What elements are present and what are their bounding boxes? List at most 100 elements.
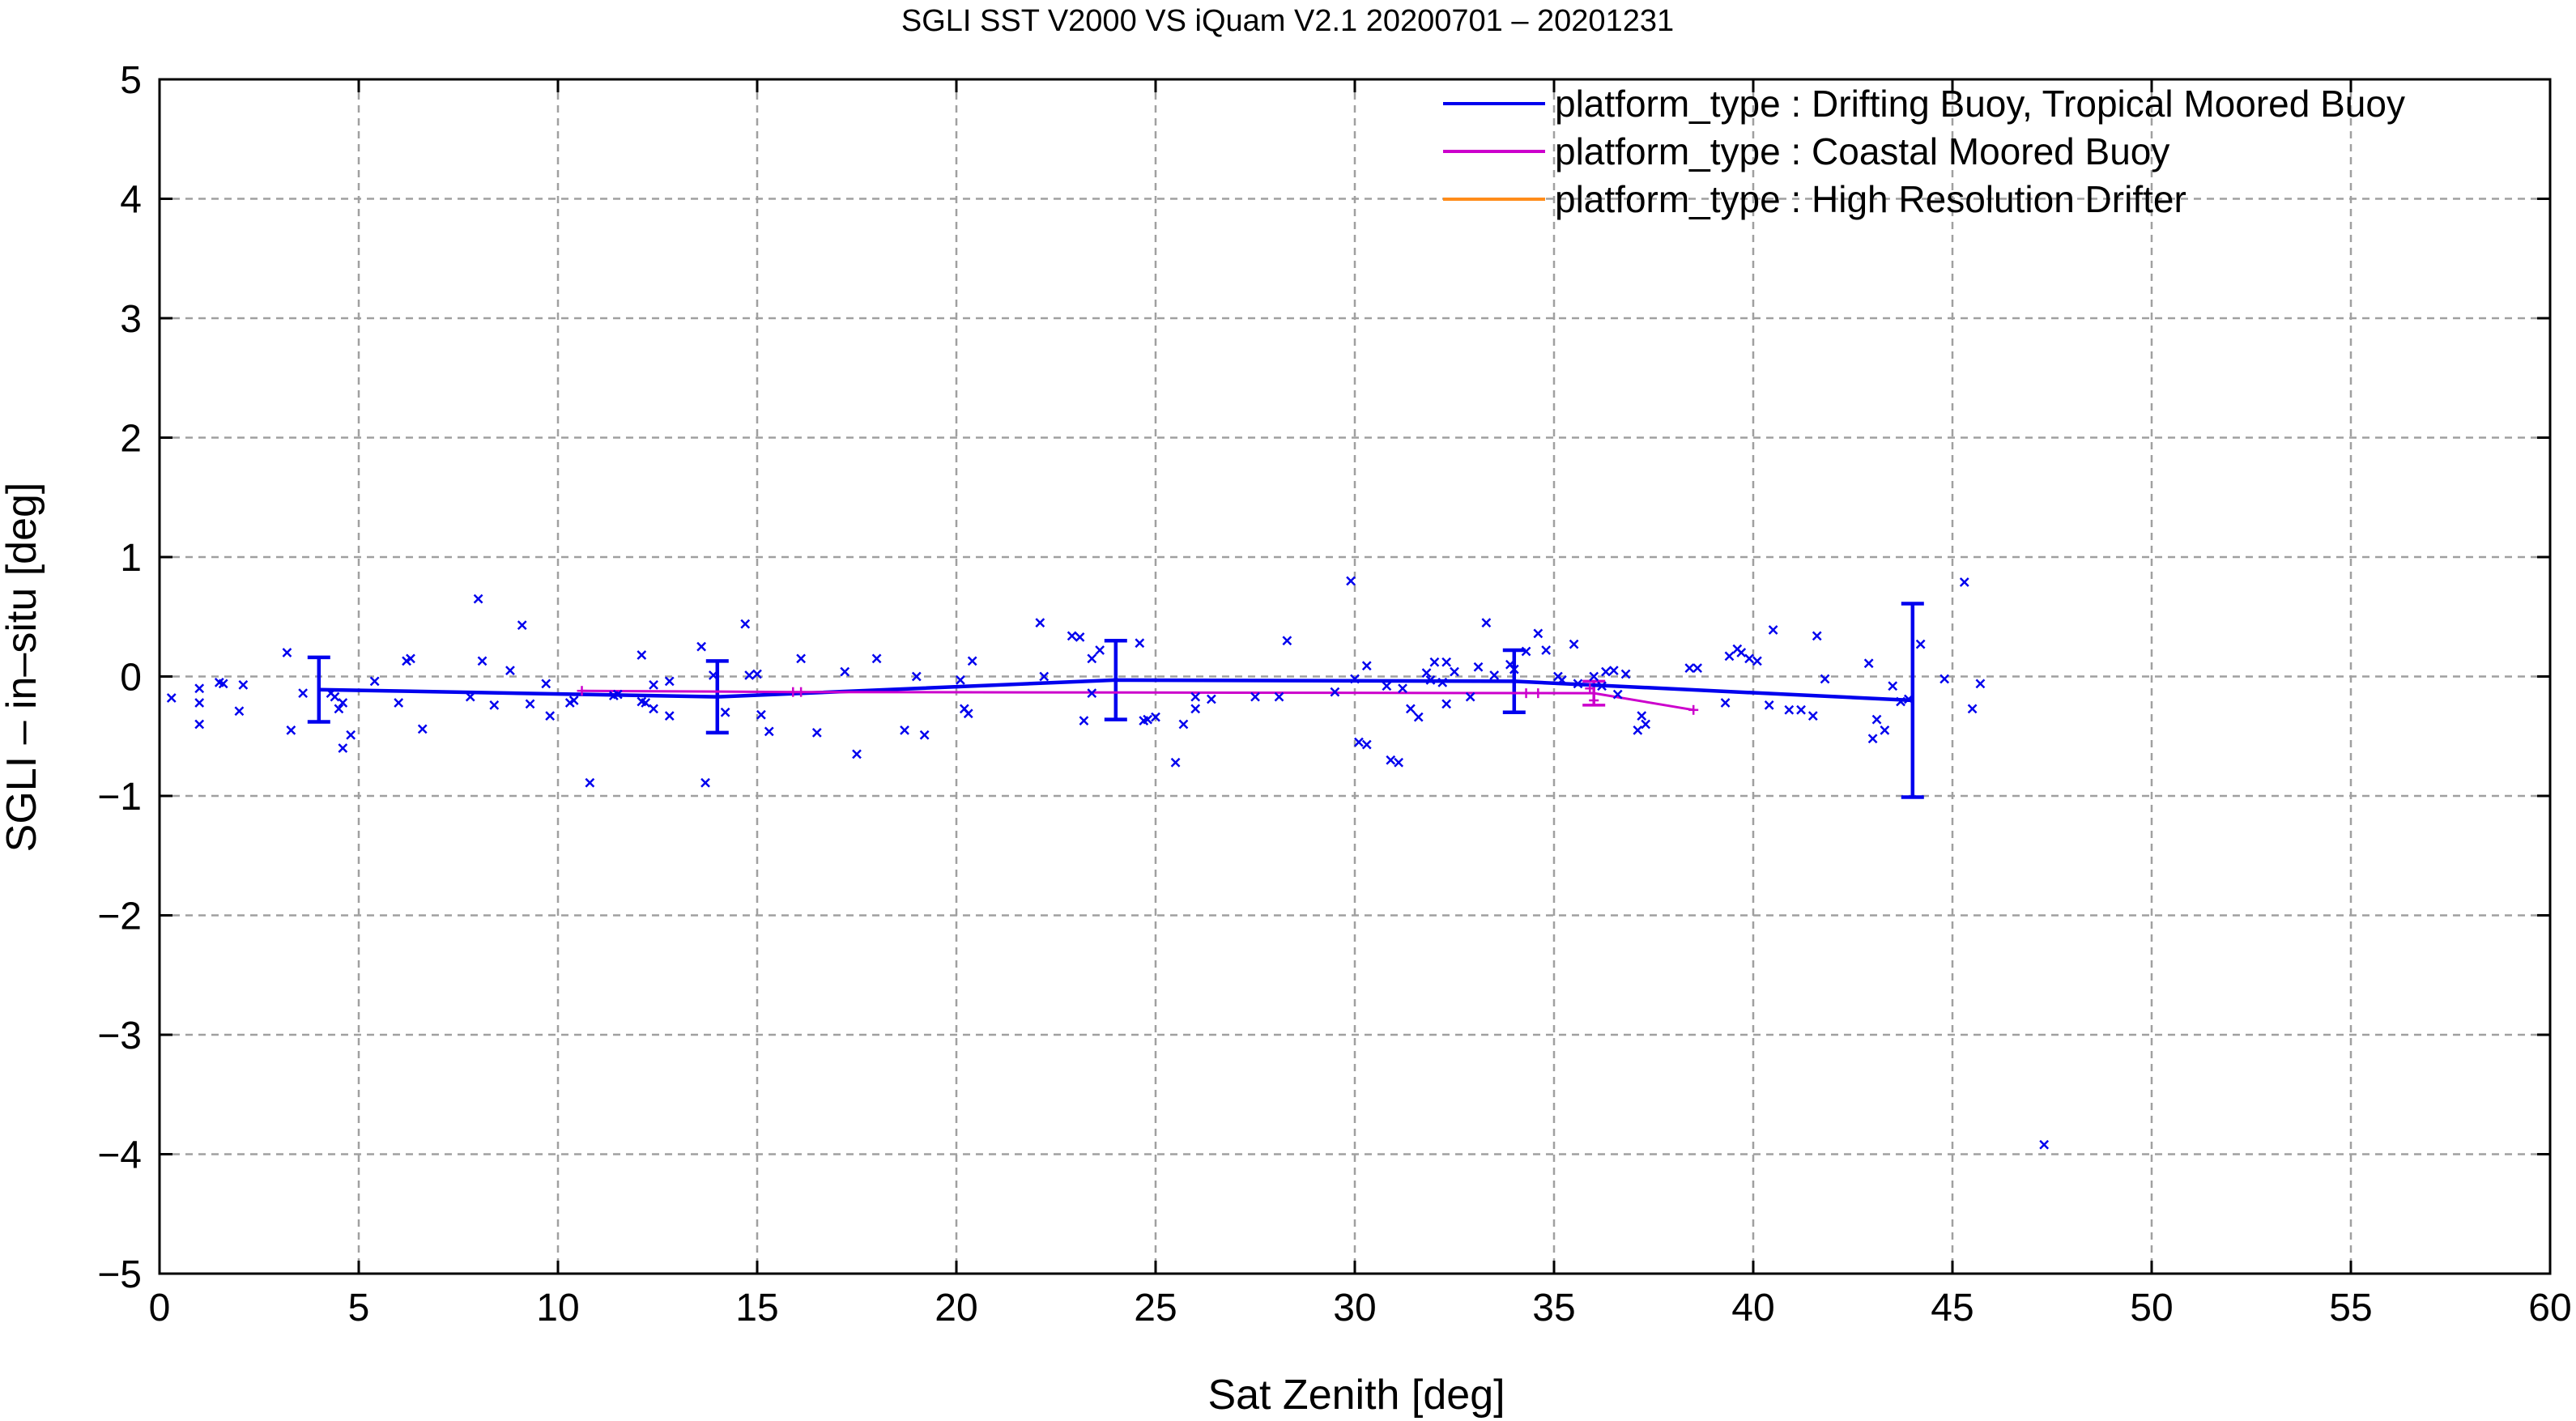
x-marker <box>525 699 535 709</box>
x-marker <box>637 650 647 660</box>
x-marker <box>1812 631 1822 641</box>
x-marker <box>700 777 710 788</box>
x-marker <box>1170 757 1181 768</box>
x-marker <box>956 675 965 685</box>
legend-entry: platform_type : Coastal Moored Buoy <box>1443 130 2169 172</box>
legend-label: platform_type : Drifting Buoy, Tropical … <box>1555 83 2405 125</box>
x-marker <box>282 648 292 657</box>
x-marker <box>1589 671 1599 682</box>
y-tick-label: −3 <box>97 1015 142 1057</box>
x-marker <box>298 688 309 699</box>
legend-entry: platform_type : High Resolution Drifter <box>1443 178 2186 220</box>
x-marker <box>1684 663 1695 674</box>
plus-marker <box>796 687 807 697</box>
x-marker <box>1820 674 1830 684</box>
x-marker <box>1768 625 1778 635</box>
y-tick-label: −4 <box>97 1134 142 1177</box>
x-tick-label: 40 <box>1731 1287 1774 1330</box>
x-marker <box>585 777 595 788</box>
y-tick-labels: −5 −4 −3 −2 −1 0 1 2 3 4 5 <box>97 59 142 1296</box>
x-marker <box>967 656 977 666</box>
x-marker <box>477 656 488 666</box>
x-marker <box>1903 694 1914 704</box>
x-marker <box>1597 681 1607 691</box>
x-tick-label: 35 <box>1532 1287 1575 1330</box>
series-line <box>318 678 1913 703</box>
chart-title: SGLI SST V2000 VS iQuam V2.1 20200701 – … <box>901 4 1674 38</box>
x-marker <box>664 676 675 687</box>
x-marker <box>1274 691 1284 702</box>
x-tick-label: 0 <box>149 1287 171 1330</box>
x-marker <box>911 671 922 682</box>
x-marker <box>1796 704 1806 715</box>
x-tick-label: 5 <box>348 1287 370 1330</box>
x-marker <box>473 594 483 604</box>
x-marker <box>649 679 658 690</box>
x-marker <box>1190 691 1201 702</box>
x-marker <box>796 653 807 664</box>
x-marker <box>1350 674 1360 684</box>
x-marker <box>194 683 205 694</box>
x-marker <box>612 689 623 700</box>
x-marker <box>1382 681 1392 691</box>
x-marker <box>1437 677 1448 687</box>
x-marker <box>1975 679 1986 689</box>
x-marker <box>1282 636 1292 646</box>
x-marker <box>194 698 205 708</box>
x-marker <box>1521 646 1531 657</box>
x-marker <box>1807 711 1818 721</box>
x-marker <box>1612 689 1623 700</box>
x-marker <box>545 711 556 721</box>
x-marker <box>194 719 205 730</box>
x-marker <box>2039 1139 2050 1150</box>
x-marker <box>708 670 718 680</box>
x-marker <box>1465 691 1475 702</box>
x-marker <box>369 676 380 687</box>
x-marker <box>1620 669 1631 679</box>
x-marker <box>1190 704 1201 714</box>
y-tick-label: 1 <box>120 537 142 580</box>
x-marker <box>811 727 822 738</box>
x-marker <box>1541 645 1552 655</box>
x-marker <box>1608 666 1619 676</box>
x-axis-label: Sat Zenith [deg] <box>1207 1372 1505 1419</box>
plus-marker <box>1589 696 1599 705</box>
x-marker <box>1450 666 1459 677</box>
x-marker <box>1633 725 1643 735</box>
grid <box>160 79 2550 1274</box>
x-marker <box>1361 739 1372 750</box>
x-tick-label: 10 <box>536 1287 579 1330</box>
x-marker <box>489 700 500 710</box>
x-marker <box>1601 666 1611 677</box>
x-marker <box>338 698 348 708</box>
x-marker <box>1095 645 1105 655</box>
x-marker <box>1637 711 1647 721</box>
x-marker <box>417 724 428 734</box>
x-marker <box>1867 734 1878 744</box>
x-marker <box>740 619 751 629</box>
x-marker <box>1888 681 1898 691</box>
y-tick-label: 5 <box>120 59 142 102</box>
x-tick-label: 20 <box>935 1287 977 1330</box>
x-marker <box>1354 737 1364 747</box>
x-marker <box>1641 719 1651 730</box>
y-tick-label: 3 <box>120 298 142 341</box>
x-marker <box>840 666 850 677</box>
x-marker <box>1871 714 1882 725</box>
x-marker <box>1967 704 1978 714</box>
x-tick-label: 15 <box>735 1287 778 1330</box>
series-line <box>581 689 1694 712</box>
x-marker <box>568 696 579 705</box>
x-marker <box>517 620 527 630</box>
x-marker <box>1135 638 1145 649</box>
x-marker <box>238 679 249 690</box>
x-marker <box>218 679 228 689</box>
x-marker <box>1896 696 1905 707</box>
legend-label: platform_type : Coastal Moored Buoy <box>1555 130 2169 172</box>
x-marker <box>1569 639 1579 649</box>
series-lines <box>318 678 1913 712</box>
x-marker <box>1143 714 1153 725</box>
x-marker <box>1087 688 1097 699</box>
legend-label: platform_type : High Resolution Drifter <box>1555 178 2186 220</box>
